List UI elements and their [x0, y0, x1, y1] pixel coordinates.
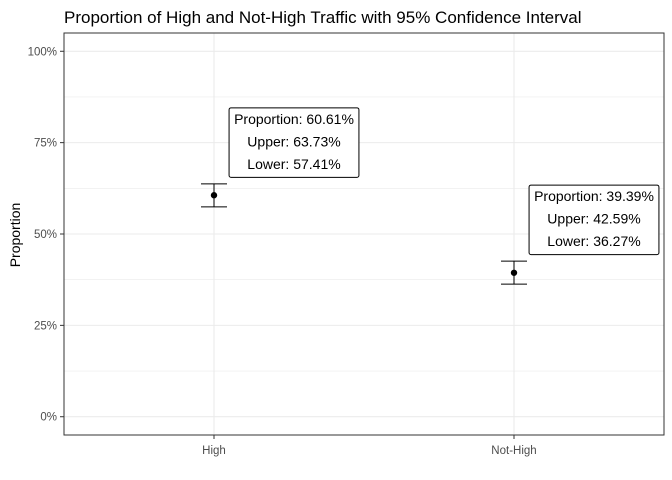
panel-border — [63, 32, 665, 436]
annotation-text: Lower: 57.41% — [247, 156, 340, 172]
axes: 0% 25% 50% 75% 100% High Not-High — [28, 46, 537, 457]
grid — [64, 33, 664, 435]
x-tick-label: High — [202, 445, 226, 457]
x-tick-label: Not-High — [491, 445, 536, 457]
chart-title: Proportion of High and Not-High Traffic … — [64, 8, 582, 27]
annotation-text: Upper: 63.73% — [247, 133, 340, 149]
annotation-box — [528, 184, 660, 256]
annotation-text: Lower: 36.27% — [547, 233, 640, 249]
y-tick-label: 50% — [34, 229, 57, 241]
annotation-text: Proportion: 60.61% — [234, 111, 354, 127]
y-tick-label: 25% — [34, 320, 57, 332]
y-axis-label: Proportion — [7, 203, 23, 268]
y-tick-label: 0% — [40, 412, 57, 424]
annotation-label: Proportion: 39.39% Upper: 42.59% Lower: 36… — [528, 184, 660, 256]
annotations: Proportion: 60.61% Upper: 63.73% Lower: 57… — [228, 107, 660, 256]
data-point — [510, 269, 518, 276]
y-tick-label: 100% — [28, 46, 57, 58]
annotation-text: Proportion: 39.39% — [534, 188, 654, 204]
y-tick-label: 75% — [34, 138, 57, 150]
annotation-label: Proportion: 60.61% Upper: 63.73% Lower: 57… — [228, 107, 360, 178]
annotation-text: Upper: 42.59% — [547, 211, 640, 227]
data-point — [210, 192, 218, 199]
annotation-box — [228, 107, 360, 178]
plot-marks — [201, 183, 527, 285]
